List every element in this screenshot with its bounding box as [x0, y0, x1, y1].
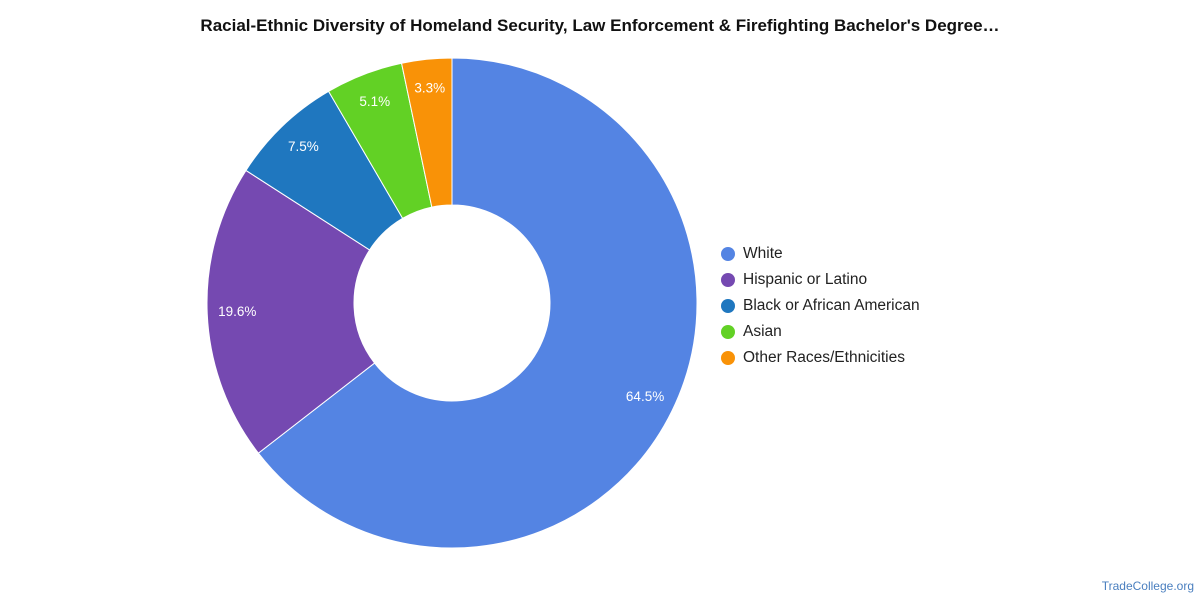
legend-swatch-black-or-african-american [721, 299, 735, 313]
slice-hispanic-or-latino[interactable] [206, 169, 376, 454]
legend-label-other-races-ethnicities: Other Races/Ethnicities [743, 349, 905, 366]
slice-label-white: 64.5% [626, 389, 664, 404]
slice-label-other-races-ethnicities: 3.3% [414, 81, 445, 96]
chart-legend: White Hispanic or Latino Black or Africa… [721, 241, 920, 371]
legend-item-hispanic-or-latino[interactable]: Hispanic or Latino [721, 267, 920, 293]
legend-label-hispanic-or-latino: Hispanic or Latino [743, 271, 868, 288]
legend-item-asian[interactable]: Asian [721, 319, 920, 345]
slice-label-asian: 5.1% [359, 94, 390, 109]
donut-slices [206, 57, 698, 549]
slice-other-races-ethnicities[interactable] [400, 57, 453, 208]
slice-label-black-or-african-american: 7.5% [288, 139, 319, 154]
legend-item-white[interactable]: White [721, 241, 920, 267]
legend-swatch-white [721, 247, 735, 261]
source-link[interactable]: TradeCollege.org [1101, 579, 1194, 593]
legend-item-black-or-african-american[interactable]: Black or African American [721, 293, 920, 319]
slice-label-hispanic-or-latino: 19.6% [218, 304, 256, 319]
slice-labels: 64.5% 19.6% 7.5% 5.1% 3.3% [218, 81, 664, 404]
legend-item-other-races-ethnicities[interactable]: Other Races/Ethnicities [721, 345, 920, 371]
slice-white[interactable] [257, 57, 698, 549]
legend-label-asian: Asian [743, 323, 782, 340]
legend-label-white: White [743, 245, 783, 262]
legend-label-black-or-african-american: Black or African American [743, 297, 920, 314]
legend-swatch-other-races-ethnicities [721, 351, 735, 365]
legend-swatch-asian [721, 325, 735, 339]
legend-swatch-hispanic-or-latino [721, 273, 735, 287]
chart-title: Racial-Ethnic Diversity of Homeland Secu… [200, 16, 1000, 35]
